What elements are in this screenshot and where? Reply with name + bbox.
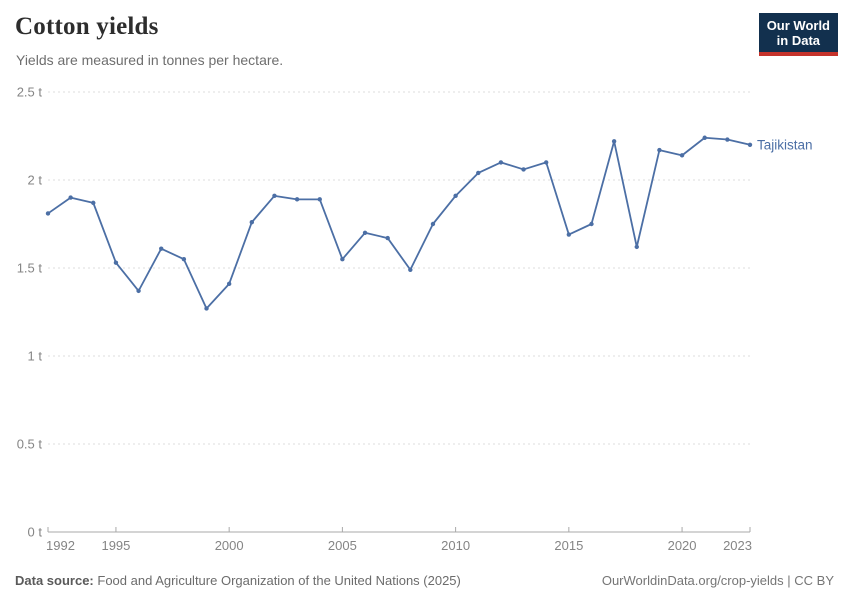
license-credit[interactable]: OurWorldinData.org/crop-yields | CC BY <box>601 573 834 588</box>
data-point[interactable] <box>91 200 96 206</box>
data-point[interactable] <box>747 142 753 147</box>
data-point[interactable] <box>159 246 164 251</box>
data-point[interactable] <box>294 197 300 202</box>
page-title: Cotton yields <box>15 13 159 40</box>
data-point[interactable] <box>657 147 662 153</box>
owid-logo[interactable]: Our World in Data <box>758 13 838 56</box>
y-axis-tick-label: 2 t <box>28 173 43 188</box>
data-point[interactable] <box>317 197 322 202</box>
data-point[interactable] <box>249 220 255 225</box>
y-axis-tick-label: 1 t <box>28 349 43 364</box>
data-point[interactable] <box>408 267 413 272</box>
chart-footer: Data source: Food and Agriculture Organi… <box>15 573 834 588</box>
data-point[interactable] <box>68 195 73 200</box>
x-axis-tick-label: 2015 <box>554 538 583 553</box>
entity-label[interactable]: Tajikistan <box>757 137 813 152</box>
chart-subtitle: Yields are measured in tonnes per hectar… <box>16 52 284 68</box>
owid-logo-line1: Our World <box>766 18 830 33</box>
data-point[interactable] <box>725 137 730 142</box>
data-point[interactable] <box>430 221 436 227</box>
x-axis-tick-label: 2005 <box>328 538 357 553</box>
data-point[interactable] <box>226 281 232 287</box>
data-point[interactable] <box>340 257 345 262</box>
x-axis-tick-label: 1992 <box>46 538 75 553</box>
data-point[interactable] <box>113 260 119 265</box>
data-point[interactable] <box>453 193 458 199</box>
y-axis-tick-label: 1.5 t <box>17 261 43 276</box>
data-point[interactable] <box>566 232 572 237</box>
x-axis-tick-label: 2020 <box>668 538 697 553</box>
line-chart-canvas[interactable]: 0 t 0.5 t 1 t 1.5 t 2 t 2.5 t 1992 1995 2000 2005… <box>0 80 850 560</box>
data-source-text: Food and Agriculture Organization of the… <box>97 573 461 588</box>
x-axis-tick-label: 2000 <box>215 538 244 553</box>
data-point[interactable] <box>521 167 526 172</box>
y-axis-tick-label: 0.5 t <box>17 437 43 452</box>
x-axis-tick-label: 2010 <box>441 538 470 553</box>
data-point[interactable] <box>702 135 707 140</box>
owid-logo-line2: in Data <box>776 33 821 48</box>
data-source: Data source: Food and Agriculture Organi… <box>15 573 461 588</box>
series-line[interactable] <box>47 136 751 310</box>
data-point[interactable] <box>272 193 277 199</box>
data-point[interactable] <box>204 306 209 311</box>
data-point[interactable] <box>181 257 187 262</box>
data-point[interactable] <box>362 230 368 235</box>
data-point[interactable] <box>589 221 594 227</box>
data-point[interactable] <box>611 139 617 144</box>
x-axis-tick-label: 2023 <box>723 538 752 553</box>
data-point[interactable] <box>385 235 390 241</box>
x-axis-tick-label: 1995 <box>101 538 130 553</box>
data-point[interactable] <box>45 211 51 216</box>
data-point[interactable] <box>679 153 685 158</box>
data-source-label: Data source: <box>15 573 94 588</box>
data-point[interactable] <box>634 244 639 250</box>
data-point[interactable] <box>498 160 504 165</box>
data-point[interactable] <box>543 160 549 165</box>
data-point[interactable] <box>476 170 481 176</box>
y-axis-tick-label: 2.5 t <box>17 85 43 100</box>
data-point[interactable] <box>136 288 141 294</box>
y-axis-tick-label: 0 t <box>28 525 43 540</box>
